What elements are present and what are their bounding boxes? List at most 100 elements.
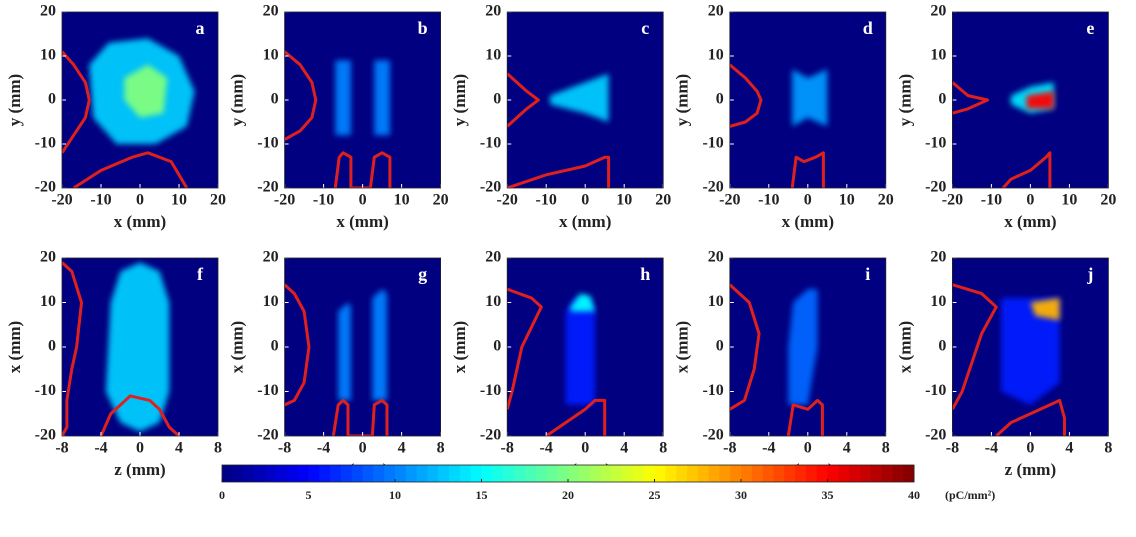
colorbar-step bbox=[395, 465, 407, 482]
y-axis-label: y (mm) bbox=[673, 74, 692, 126]
y-tick-label: 10 bbox=[930, 293, 946, 310]
colorbar-tick-label: 5 bbox=[306, 488, 312, 502]
colorbar-step bbox=[524, 465, 537, 482]
colorbar-step bbox=[708, 465, 720, 482]
y-tick-label: 0 bbox=[271, 338, 279, 355]
colorbar-step bbox=[773, 465, 785, 482]
x-tick-label: 0 bbox=[1026, 440, 1034, 457]
x-tick-label: 10 bbox=[171, 192, 187, 209]
y-axis-label: x (mm) bbox=[228, 321, 247, 373]
panel-label: c bbox=[641, 18, 649, 38]
x-tick-label: 0 bbox=[1026, 192, 1034, 209]
colorbar-step bbox=[232, 465, 245, 482]
profile-curve bbox=[786, 398, 824, 436]
beam-region bbox=[1001, 298, 1060, 405]
plot-area bbox=[62, 38, 195, 188]
y-tick-label: -20 bbox=[702, 179, 723, 196]
beam-region bbox=[792, 69, 828, 127]
colorbar-tick-label: 20 bbox=[562, 488, 574, 502]
y-tick-label: 10 bbox=[485, 47, 501, 64]
colorbar-step bbox=[438, 465, 450, 482]
y-tick-label: 20 bbox=[485, 3, 501, 20]
x-tick-label: 8 bbox=[659, 440, 667, 457]
beam-region bbox=[372, 289, 387, 401]
colorbar-step bbox=[384, 465, 396, 482]
colorbar-step bbox=[243, 465, 255, 482]
profile-curve bbox=[1001, 151, 1052, 188]
x-tick-label: 10 bbox=[839, 192, 855, 209]
colorbar-step bbox=[903, 465, 915, 482]
panel-label: i bbox=[865, 264, 870, 284]
profile-curve bbox=[507, 155, 611, 188]
colorbar-tick-label: 30 bbox=[735, 488, 747, 502]
colorbar-step bbox=[535, 465, 547, 482]
beam-region bbox=[570, 293, 595, 312]
colorbar-step bbox=[546, 465, 558, 482]
x-tick-label: 20 bbox=[878, 192, 894, 209]
colorbar-step bbox=[665, 465, 677, 482]
x-tick-label: 8 bbox=[214, 440, 222, 457]
y-tick-label: 20 bbox=[263, 249, 279, 266]
beam-region bbox=[565, 298, 595, 405]
y-tick-label: 0 bbox=[493, 338, 501, 355]
y-tick-label: 0 bbox=[716, 91, 724, 108]
x-tick-label: 4 bbox=[175, 440, 183, 457]
plot-area bbox=[952, 283, 1067, 436]
y-tick-label: 0 bbox=[938, 338, 946, 355]
colorbar-step bbox=[492, 465, 504, 482]
x-tick-label: 0 bbox=[581, 440, 589, 457]
colorbar-step bbox=[308, 465, 320, 482]
y-tick-label: 10 bbox=[40, 47, 56, 64]
plot-area bbox=[507, 287, 607, 436]
y-tick-label: 10 bbox=[930, 47, 946, 64]
colorbar-step bbox=[632, 465, 645, 482]
y-axis-label: y (mm) bbox=[450, 74, 469, 126]
x-tick-label: -10 bbox=[758, 192, 779, 209]
profile-curve bbox=[62, 50, 91, 154]
y-axis-label: y (mm) bbox=[895, 74, 914, 126]
colorbar-step bbox=[481, 465, 493, 482]
colorbar-label: (pC/mm²) bbox=[945, 488, 995, 502]
colorbar-step bbox=[449, 465, 461, 482]
x-tick-label: -10 bbox=[90, 192, 111, 209]
colorbar-step bbox=[286, 465, 299, 482]
x-tick-label: -4 bbox=[985, 440, 998, 457]
y-tick-label: 20 bbox=[708, 249, 724, 266]
y-tick-label: -20 bbox=[480, 427, 501, 444]
y-tick-label: 20 bbox=[263, 3, 279, 20]
colorbar-tick-label: 0 bbox=[219, 488, 225, 502]
plot-frame bbox=[284, 11, 442, 189]
x-tick-label: 10 bbox=[616, 192, 632, 209]
colorbar-step bbox=[330, 465, 342, 482]
profile-curve bbox=[284, 283, 311, 407]
x-tick-label: -20 bbox=[719, 192, 740, 209]
plot-area bbox=[62, 261, 181, 436]
x-tick-label: 8 bbox=[882, 440, 890, 457]
profile-curve bbox=[99, 394, 181, 436]
colorbar-step bbox=[795, 465, 807, 482]
colorbar-tick-label: 40 bbox=[908, 488, 920, 502]
plot-frame bbox=[61, 257, 219, 437]
x-tick-label: 20 bbox=[433, 192, 449, 209]
colorbar-step bbox=[676, 465, 688, 482]
x-tick-label: -4 bbox=[762, 440, 775, 457]
x-tick-label: 0 bbox=[581, 192, 589, 209]
y-tick-label: -10 bbox=[702, 135, 723, 152]
x-tick-label: 4 bbox=[1065, 440, 1073, 457]
beam-region bbox=[788, 289, 818, 405]
y-tick-label: -20 bbox=[925, 179, 946, 196]
profile-curve bbox=[507, 287, 543, 410]
x-axis-label: x (mm) bbox=[114, 212, 166, 231]
x-tick-label: 0 bbox=[804, 440, 812, 457]
panel-label: j bbox=[1086, 264, 1093, 284]
x-tick-label: -10 bbox=[981, 192, 1002, 209]
y-axis-label: x (mm) bbox=[5, 321, 24, 373]
x-tick-label: 4 bbox=[843, 440, 851, 457]
x-tick-label: -8 bbox=[55, 440, 68, 457]
y-tick-label: -20 bbox=[35, 179, 56, 196]
colorbar-step bbox=[741, 465, 753, 482]
colorbar-step bbox=[373, 465, 385, 482]
y-tick-label: 0 bbox=[271, 91, 279, 108]
plot-area bbox=[729, 63, 828, 188]
panel-label: a bbox=[196, 18, 205, 38]
